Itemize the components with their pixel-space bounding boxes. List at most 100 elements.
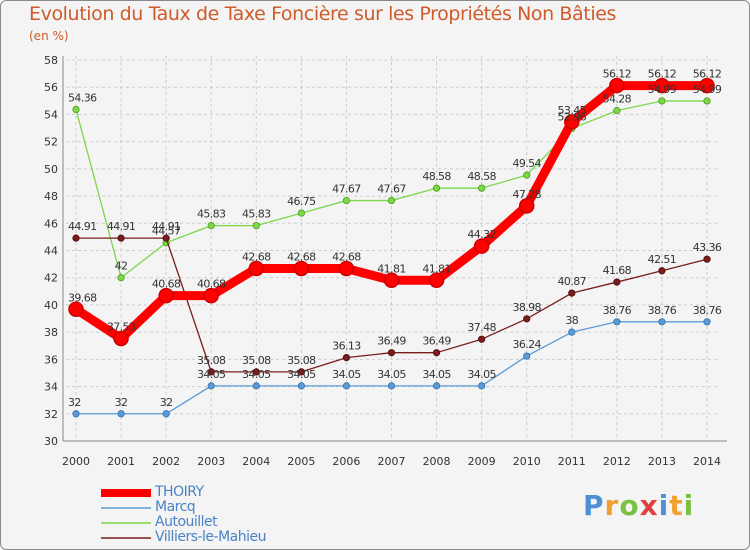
- y-tick-label: 54: [44, 108, 58, 121]
- data-point-marcq: [207, 382, 215, 390]
- data-label-villiers-le-mahieu: 37.48: [467, 321, 496, 334]
- unit-label: (en %): [29, 29, 69, 43]
- x-tick-label: 2005: [287, 455, 315, 468]
- data-point-thoiry: [203, 287, 219, 304]
- data-point-villiers-le-mahieu: [162, 234, 170, 242]
- x-tick-label: 2009: [468, 455, 496, 468]
- logo-letter: x: [639, 489, 659, 522]
- data-point-marcq: [432, 382, 441, 390]
- data-point-autouillet: [252, 221, 260, 230]
- data-label-marcq: 36.24: [512, 338, 541, 351]
- logo-letter: r: [604, 489, 620, 522]
- y-tick-label: 32: [44, 408, 58, 421]
- legend-label-autouillet: Autouillet: [155, 514, 218, 530]
- data-point-villiers-le-mahieu: [703, 255, 711, 263]
- data-point-marcq: [478, 382, 486, 390]
- data-point-villiers-le-mahieu: [432, 349, 441, 357]
- data-label-villiers-le-mahieu: 44.91: [152, 220, 181, 233]
- data-point-thoiry: [68, 301, 84, 318]
- y-tick-label: 56: [44, 81, 58, 94]
- y-tick-label: 48: [44, 190, 58, 203]
- data-label-thoiry: 56.12: [648, 68, 677, 81]
- data-label-marcq: 38.76: [693, 304, 722, 317]
- data-point-villiers-le-mahieu: [72, 234, 80, 242]
- data-point-autouillet: [117, 274, 125, 282]
- data-point-villiers-le-mahieu: [342, 353, 351, 362]
- data-point-marcq: [613, 318, 621, 326]
- data-label-autouillet: 48.58: [422, 170, 451, 183]
- data-label-autouillet: 49.54: [512, 157, 541, 170]
- data-label-autouillet: 46.75: [287, 195, 316, 208]
- data-point-autouillet: [342, 196, 351, 205]
- data-point-autouillet: [387, 196, 396, 205]
- data-label-villiers-le-mahieu: 36.49: [377, 335, 406, 348]
- data-label-thoiry: 37.53: [107, 321, 136, 334]
- x-tick-label: 2012: [603, 455, 631, 468]
- data-point-marcq: [162, 410, 170, 418]
- data-label-villiers-le-mahieu: 42.51: [648, 253, 677, 266]
- data-label-villiers-le-mahieu: 35.08: [197, 354, 226, 367]
- x-tick-label: 2008: [423, 455, 451, 468]
- data-label-thoiry: 41.81: [377, 262, 406, 275]
- x-tick-label: 2014: [693, 455, 721, 468]
- data-label-villiers-le-mahieu: 43.36: [693, 241, 722, 254]
- y-tick-label: 40: [44, 299, 58, 312]
- data-label-thoiry: 56.12: [693, 68, 722, 81]
- data-label-thoiry: 53.45: [558, 104, 587, 117]
- data-point-thoiry: [248, 260, 265, 277]
- data-point-autouillet: [613, 107, 621, 115]
- data-label-marcq: 38: [565, 314, 578, 327]
- data-point-autouillet: [523, 171, 531, 179]
- x-tick-label: 2004: [242, 455, 270, 468]
- data-label-autouillet: 42: [115, 260, 128, 273]
- data-label-villiers-le-mahieu: 35.08: [287, 354, 316, 367]
- data-point-villiers-le-mahieu: [568, 289, 576, 297]
- data-point-thoiry: [158, 287, 174, 304]
- data-point-villiers-le-mahieu: [297, 368, 305, 376]
- data-label-autouillet: 47.67: [377, 183, 406, 196]
- data-point-autouillet: [703, 97, 711, 105]
- y-tick-label: 38: [44, 326, 58, 339]
- x-tick-label: 2007: [378, 455, 406, 468]
- x-tick-label: 2006: [332, 455, 360, 468]
- data-label-thoiry: 40.68: [152, 278, 181, 291]
- logo-letter: i: [683, 489, 695, 522]
- data-point-thoiry: [473, 238, 490, 254]
- data-label-marcq: 34.05: [242, 368, 271, 381]
- data-label-autouillet: 45.83: [197, 208, 226, 221]
- logo-letter: P: [583, 489, 605, 522]
- data-point-thoiry: [564, 114, 580, 130]
- y-tick-label: 42: [44, 272, 58, 285]
- data-point-villiers-le-mahieu: [523, 315, 531, 323]
- data-point-villiers-le-mahieu: [613, 278, 621, 286]
- data-label-thoiry: 42.68: [287, 250, 316, 263]
- series-layer: [68, 77, 715, 418]
- data-label-marcq: 34.05: [332, 368, 361, 381]
- data-label-villiers-le-mahieu: 44.91: [68, 220, 97, 233]
- data-point-thoiry: [113, 330, 129, 347]
- data-point-autouillet: [478, 184, 486, 192]
- x-tick-label: 2001: [107, 455, 135, 468]
- data-point-autouillet: [658, 97, 666, 105]
- logo-letter: t: [669, 489, 684, 522]
- y-tick-label: 30: [44, 435, 58, 448]
- data-point-thoiry: [383, 272, 400, 289]
- data-label-autouillet: 48.58: [467, 170, 496, 183]
- legend-label-villiers-le-mahieu: Villiers-le-Mahieu: [155, 529, 267, 545]
- data-point-thoiry: [699, 77, 715, 94]
- data-point-villiers-le-mahieu: [207, 368, 215, 376]
- data-label-thoiry: 42.68: [242, 250, 271, 263]
- legend-swatch-thoiry: [101, 489, 151, 497]
- axes: 30 32 34 36 38 40 42 44 46 48 50 52 54 56 58 2000 2001 20…: [44, 54, 727, 468]
- data-label-marcq: 32: [115, 396, 128, 409]
- data-label-thoiry: 41.81: [422, 262, 451, 275]
- data-point-villiers-le-mahieu: [387, 349, 396, 357]
- data-label-marcq: 34.05: [287, 368, 316, 381]
- legend-swatch-autouillet: [101, 522, 151, 524]
- logo-letter: i: [658, 489, 670, 522]
- legend-swatch-villiers-le-mahieu: [101, 537, 151, 539]
- data-point-marcq: [342, 382, 351, 390]
- data-point-thoiry: [518, 198, 535, 214]
- legend-label-marcq: Marcq: [155, 499, 196, 515]
- data-label-thoiry: 44.32: [467, 228, 496, 241]
